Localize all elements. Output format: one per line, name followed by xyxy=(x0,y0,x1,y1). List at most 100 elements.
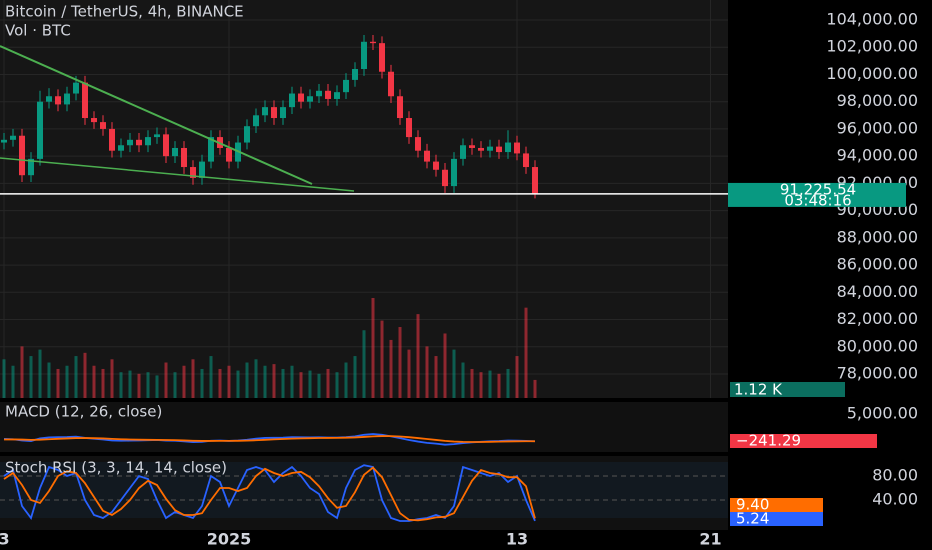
volume-bar xyxy=(200,368,204,398)
candle-body xyxy=(91,118,97,123)
x-tick-label: 2025 xyxy=(207,530,252,549)
separator xyxy=(0,452,932,456)
candle-body xyxy=(343,79,349,93)
y-tick-label: 100,000.00 xyxy=(826,64,918,83)
volume-bar xyxy=(389,339,393,398)
candle-body xyxy=(397,96,403,119)
candle-body xyxy=(469,145,475,148)
value-box xyxy=(730,434,877,448)
volume-bar xyxy=(299,372,303,398)
volume-bar xyxy=(191,359,195,398)
volume-bar xyxy=(227,365,231,398)
volume-bar xyxy=(317,373,321,398)
volume-bar xyxy=(272,364,276,398)
volume-bar xyxy=(407,349,411,398)
candle-body xyxy=(487,146,493,151)
volume-bar xyxy=(506,368,510,398)
candle-body xyxy=(136,139,142,146)
candle-body xyxy=(109,128,115,151)
volume-bar xyxy=(56,368,60,398)
y-tick-label: 104,000.00 xyxy=(826,10,918,29)
candle-body xyxy=(352,69,358,80)
candle-body xyxy=(262,107,268,116)
value-box xyxy=(730,498,823,512)
volume-bar xyxy=(11,365,15,398)
y-tick-label: 86,000.00 xyxy=(837,255,918,274)
volume-bar xyxy=(362,330,366,398)
candle-body xyxy=(514,142,520,154)
y-tick-label: 78,000.00 xyxy=(837,363,918,382)
volume-bar xyxy=(65,365,69,398)
volume-bar xyxy=(263,365,267,398)
candle-body xyxy=(127,139,133,146)
volume-bar xyxy=(182,365,186,398)
volume-box xyxy=(730,382,845,397)
candle-body xyxy=(154,134,160,138)
candle-body xyxy=(1,139,7,143)
stoch-title: Stoch RSI (3, 3, 14, 14, close) xyxy=(5,459,227,477)
countdown: 03:48:16 xyxy=(784,191,851,209)
volume xyxy=(2,298,537,398)
y-tick-label: 96,000.00 xyxy=(837,118,918,137)
volume-bar xyxy=(353,356,357,398)
volume-bar xyxy=(488,370,492,398)
candle-body xyxy=(478,147,484,151)
candle-body xyxy=(451,158,457,187)
candle-body xyxy=(460,145,466,159)
volume-bar xyxy=(371,298,375,398)
y-tick-label: 94,000.00 xyxy=(837,146,918,165)
candle-body xyxy=(388,71,394,97)
candle-body xyxy=(28,158,34,176)
y-tick-label: 102,000.00 xyxy=(826,37,918,56)
candle-body xyxy=(208,137,214,162)
volume-bar xyxy=(47,362,51,398)
y-tick-label: 88,000.00 xyxy=(837,227,918,246)
volume-bar xyxy=(164,362,168,398)
y-tick-label: 82,000.00 xyxy=(837,309,918,328)
stoch-tick-label: 40.00 xyxy=(872,490,918,509)
volume-bar xyxy=(515,356,519,398)
candle-body xyxy=(226,147,232,162)
trendline xyxy=(0,45,313,185)
candle-body xyxy=(37,101,43,159)
volume-bar xyxy=(245,362,249,398)
volume-bar xyxy=(398,327,402,398)
candle-body xyxy=(361,41,367,70)
candle-body xyxy=(10,135,16,140)
volume-bar xyxy=(479,372,483,398)
candle-body xyxy=(307,96,313,102)
volume-bar xyxy=(335,372,339,398)
candle-body xyxy=(298,93,304,102)
macd-title: MACD (12, 26, close) xyxy=(5,403,162,421)
candle-body xyxy=(406,118,412,138)
volume-bar xyxy=(83,352,87,398)
axis-labels: 104,000.00 102,000.00 100,000.00 98,000.00 9… xyxy=(826,10,918,509)
candle-body xyxy=(199,161,205,178)
price-box xyxy=(728,182,906,207)
volume-bar xyxy=(146,372,150,398)
volume-bar xyxy=(326,368,330,398)
volume-bar xyxy=(470,368,474,398)
x-tick-label: 3 xyxy=(0,530,10,549)
volume-bar xyxy=(461,362,465,398)
price-axis xyxy=(728,0,932,550)
trendline xyxy=(0,157,355,192)
volume-bar xyxy=(29,356,33,398)
candles xyxy=(1,34,538,199)
volume-bar xyxy=(209,356,213,398)
candle-body xyxy=(496,146,502,153)
volume-bar xyxy=(119,372,123,398)
volume-bar xyxy=(38,349,42,398)
candle-body xyxy=(424,150,430,162)
candle-body xyxy=(145,137,151,146)
candle-body xyxy=(415,137,421,151)
x-tick-label: 21 xyxy=(699,530,721,549)
volume-bar xyxy=(218,368,222,398)
x-tick-label: 13 xyxy=(506,530,528,549)
volume-bar xyxy=(416,314,420,398)
value-label: −241.29 xyxy=(736,432,801,450)
indicator-line xyxy=(3,466,536,522)
candle-body xyxy=(253,115,259,127)
volume-bar xyxy=(434,356,438,398)
candle-body xyxy=(379,43,385,72)
